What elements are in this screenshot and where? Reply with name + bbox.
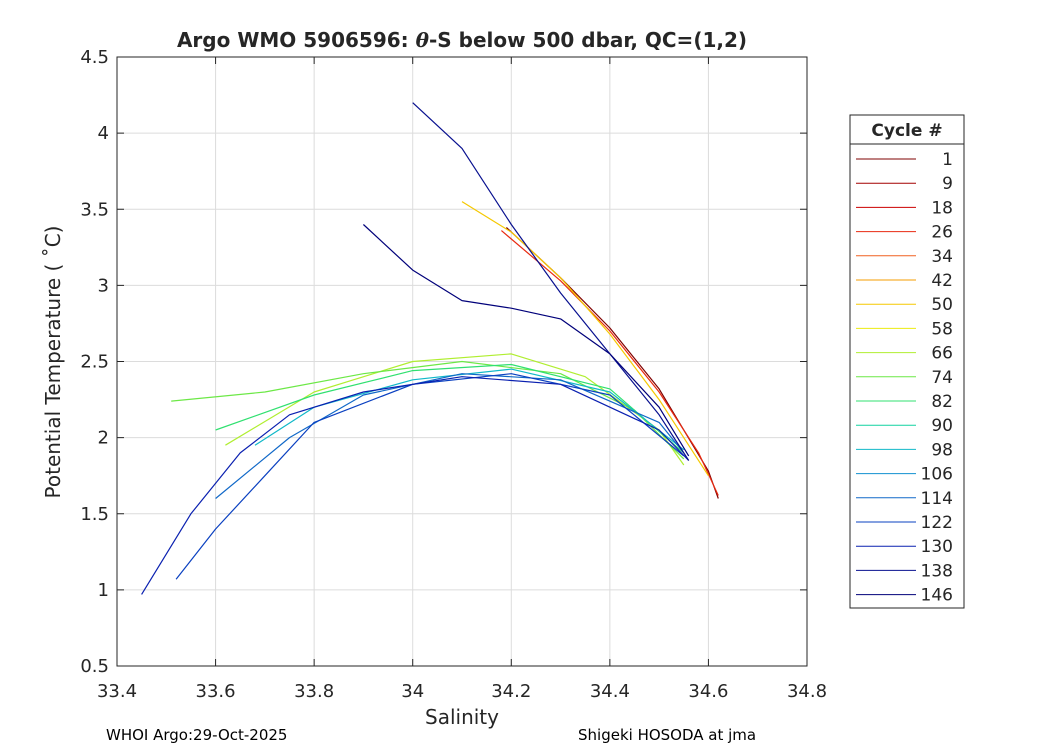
- axis-ticks: 33.4 33.6 33.8 34 34.2 34.4 34.6 34.80.511.522.…: [80, 47, 827, 702]
- data-series: [141, 102, 719, 595]
- x-axis-label: Salinity: [425, 705, 499, 729]
- series-cycle-98: [254, 368, 685, 451]
- legend-label-26: 26: [931, 223, 953, 243]
- y-tick-label: 4: [98, 123, 109, 144]
- y-tick-label: 3.5: [80, 199, 109, 220]
- x-tick-label: 34.4: [590, 681, 630, 702]
- series-cycle-26: [501, 230, 719, 496]
- legend-label-122: 122: [921, 513, 953, 533]
- series-cycle-138: [412, 102, 690, 461]
- legend-label-50: 50: [931, 295, 953, 315]
- y-tick-label: 2: [98, 428, 109, 449]
- legend-label-146: 146: [921, 586, 953, 606]
- legend-label-82: 82: [931, 392, 953, 412]
- y-tick-label: 4.5: [80, 47, 109, 68]
- series-cycle-50: [461, 201, 709, 477]
- x-tick-label: 33.4: [97, 681, 137, 702]
- legend-label-9: 9: [942, 174, 953, 194]
- x-tick-label: 34.8: [787, 681, 827, 702]
- series-cycle-114: [215, 373, 685, 499]
- y-tick-label: 0.5: [80, 656, 109, 677]
- x-tick-label: 33.6: [196, 681, 236, 702]
- series-cycle-146: [362, 224, 690, 457]
- x-tick-label: 34: [401, 681, 424, 702]
- series-cycle-82: [215, 363, 685, 454]
- legend-label-58: 58: [931, 319, 953, 339]
- legend-label-18: 18: [931, 198, 953, 218]
- legend-label-90: 90: [931, 416, 953, 436]
- footer-left: WHOI Argo:29-Oct-2025: [106, 726, 288, 744]
- chart-title: Argo WMO 5906596: θ-S below 500 dbar, QC…: [177, 28, 747, 52]
- y-tick-label: 2.5: [80, 352, 109, 373]
- legend-label-74: 74: [931, 368, 953, 388]
- y-tick-label: 1: [98, 580, 109, 601]
- series-cycle-122: [175, 373, 685, 580]
- legend-label-130: 130: [921, 537, 953, 557]
- y-tick-label: 1.5: [80, 504, 109, 525]
- legend-label-106: 106: [921, 465, 953, 485]
- legend-box: [849, 114, 965, 609]
- y-tick-label: 3: [98, 275, 109, 296]
- legend-label-114: 114: [921, 489, 953, 509]
- x-tick-label: 34.2: [491, 681, 531, 702]
- legend-label-138: 138: [921, 561, 953, 581]
- legend-title: Cycle #: [871, 121, 942, 141]
- y-axis-label: Potential Temperature ( ˚C): [41, 226, 65, 499]
- footer-right: Shigeki HOSODA at jma: [578, 726, 757, 744]
- legend: Cycle # 1 9 18 26 34 42 50 58 66 74 82 90 98 106 114 12…: [849, 114, 965, 609]
- legend-label-34: 34: [931, 247, 953, 267]
- legend-label-98: 98: [931, 440, 953, 460]
- x-tick-label: 33.8: [294, 681, 334, 702]
- x-tick-label: 34.6: [688, 681, 728, 702]
- legend-label-42: 42: [931, 271, 953, 291]
- legend-label-66: 66: [931, 344, 953, 364]
- series-cycle-130: [141, 376, 690, 595]
- legend-label-1: 1: [942, 150, 953, 170]
